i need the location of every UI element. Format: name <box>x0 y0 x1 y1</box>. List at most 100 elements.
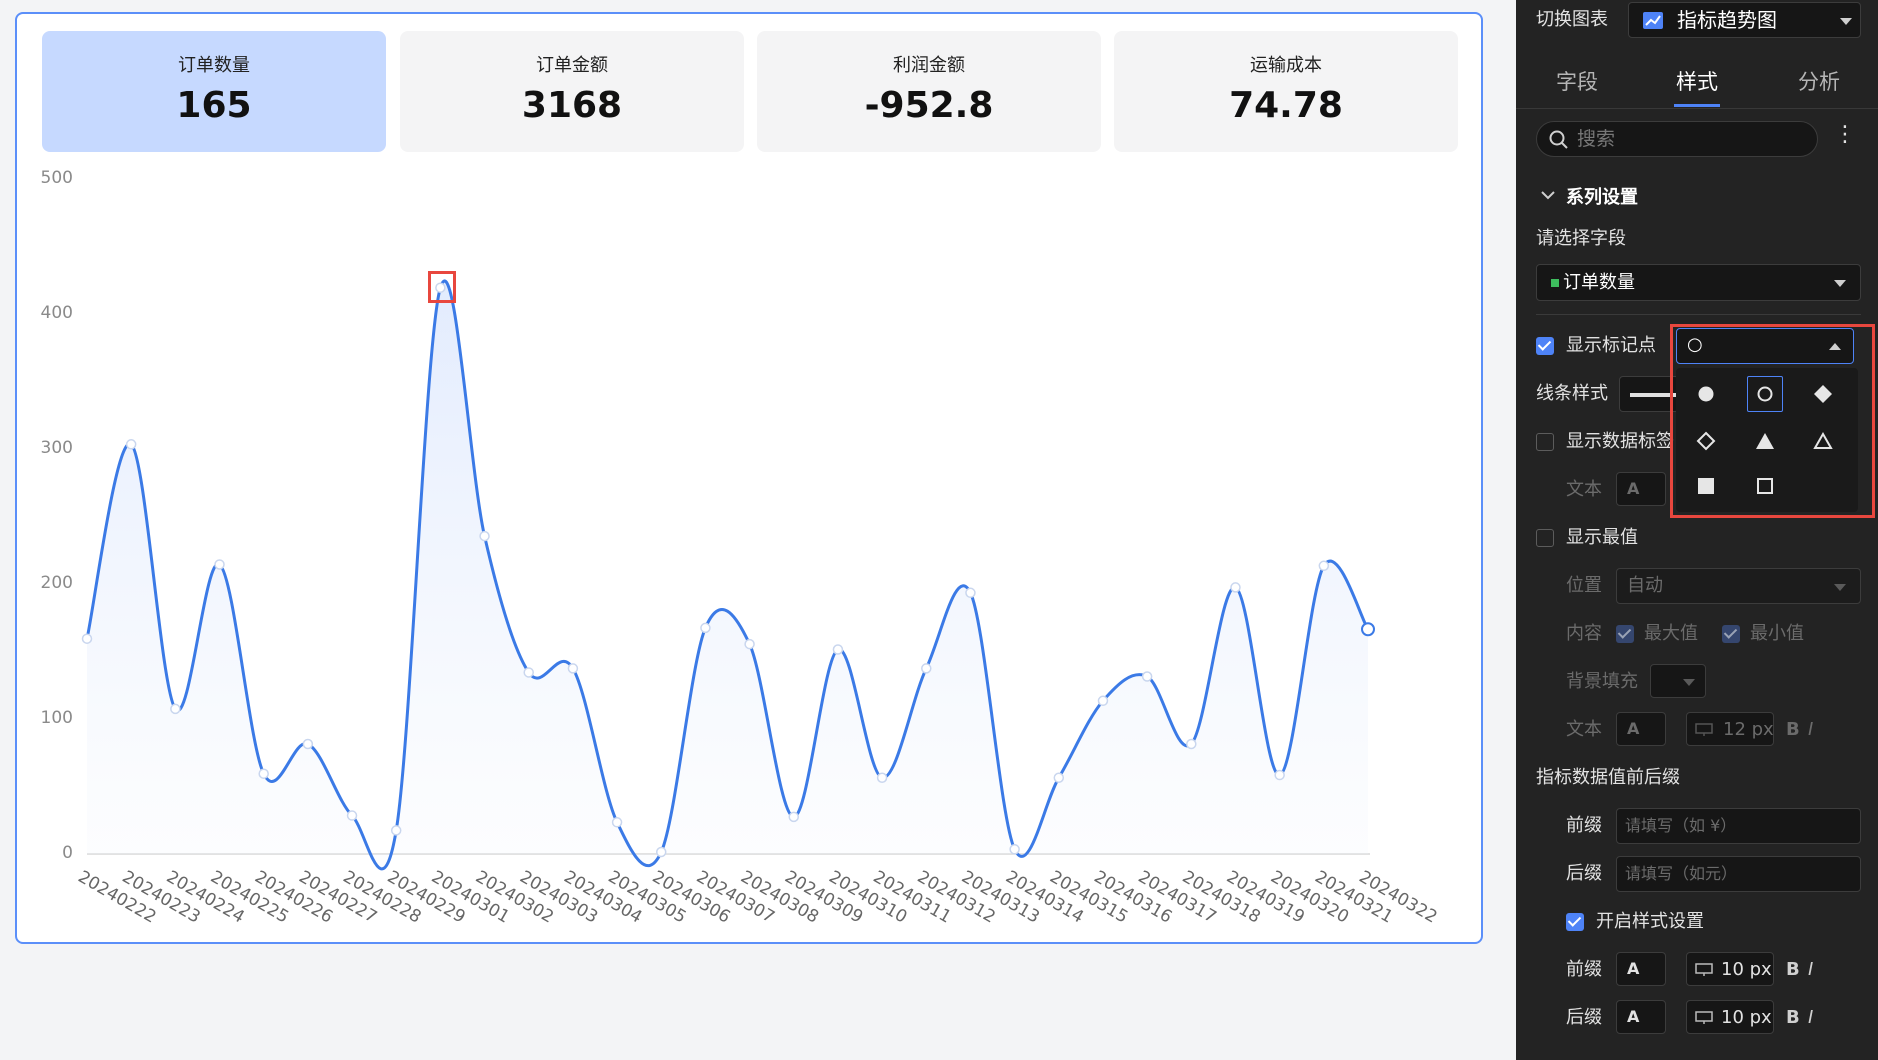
data-point <box>1230 582 1241 593</box>
content-label: 内容 <box>1566 623 1602 644</box>
marker-hollow-triangle-icon[interactable] <box>1805 423 1841 459</box>
y-tick-label: 100 <box>41 708 73 728</box>
data-point <box>788 811 800 823</box>
search-input[interactable]: 搜索 <box>1536 121 1818 157</box>
bold-button[interactable]: B <box>1786 1007 1800 1028</box>
show-data-labels-checkbox[interactable] <box>1536 433 1554 451</box>
chevron-down-icon <box>1834 584 1846 591</box>
chart-type-select[interactable]: 指标趋势图 <box>1628 2 1861 38</box>
highlight-box-marker-selector <box>1670 324 1875 518</box>
style-panel: 切换图表 指标趋势图 字段 样式 分析 搜索 ⋮ 系列设置 请选择字段 订单数量… <box>1516 0 1878 1060</box>
marker-hollow-diamond-icon[interactable] <box>1688 423 1724 459</box>
show-extremes-label: 显示最值 <box>1566 527 1638 548</box>
tab-style[interactable]: 样式 <box>1676 70 1718 94</box>
show-extremes-checkbox[interactable] <box>1536 529 1554 547</box>
chevron-up-icon <box>1829 343 1841 350</box>
kpi-card-shipping[interactable]: 运输成本 74.78 <box>1114 31 1458 152</box>
y-tick-label: 300 <box>41 438 73 458</box>
prefix-placeholder: 请填写（如 ¥） <box>1625 816 1737 835</box>
bg-fill-select[interactable] <box>1650 664 1706 698</box>
more-icon[interactable]: ⋮ <box>1834 122 1856 147</box>
chevron-down-icon <box>1683 679 1695 686</box>
highlight-box-max-point <box>428 271 456 303</box>
prefix-font-size-value: 10 px <box>1721 959 1772 980</box>
data-point <box>390 825 402 836</box>
text-label: 文本 <box>1566 479 1602 500</box>
italic-button[interactable]: I <box>1808 719 1814 740</box>
data-point <box>214 559 225 570</box>
font-glyph: A <box>1627 1007 1640 1026</box>
enable-style-checkbox[interactable] <box>1566 913 1584 931</box>
marker-hollow-circle-icon[interactable] <box>1747 376 1783 412</box>
data-point <box>921 663 932 674</box>
tab-analysis[interactable]: 分析 <box>1798 70 1840 94</box>
show-markers-label: 显示标记点 <box>1566 335 1656 356</box>
field-select-value: 订单数量 <box>1563 272 1635 293</box>
font-size-input[interactable]: 12 px <box>1686 712 1774 746</box>
data-point <box>479 530 490 542</box>
data-point <box>1186 738 1197 750</box>
suffix-input[interactable]: 请填写（如元） <box>1616 856 1861 892</box>
kpi-card-orders[interactable]: 订单数量 165 <box>42 31 386 152</box>
position-select[interactable]: 自动 <box>1616 568 1861 604</box>
marker-filled-circle-icon[interactable] <box>1688 376 1724 412</box>
prefix-input[interactable]: 请填写（如 ¥） <box>1616 808 1861 844</box>
prefix-font-color-select[interactable]: A <box>1616 952 1666 986</box>
italic-button[interactable]: I <box>1808 959 1814 980</box>
data-point <box>1053 772 1065 783</box>
chart-card[interactable]: 订单数量 165 订单金额 3168 利润金额 -952.8 运输成本 74.7… <box>15 12 1483 944</box>
min-checkbox[interactable] <box>1722 625 1740 643</box>
affix-title: 指标数据值前后缀 <box>1536 767 1680 788</box>
show-markers-checkbox[interactable] <box>1536 337 1554 355</box>
data-point <box>876 772 888 783</box>
kpi-card-profit[interactable]: 利润金额 -952.8 <box>757 31 1101 152</box>
data-point <box>700 622 711 634</box>
suffix-font-color-select[interactable]: A <box>1616 1000 1666 1034</box>
data-point <box>125 439 137 450</box>
kpi-label: 订单数量 <box>178 55 250 76</box>
line-solid-icon <box>1630 393 1680 397</box>
data-point <box>1141 671 1153 682</box>
suffix-placeholder: 请填写（如元） <box>1625 864 1738 883</box>
search-placeholder: 搜索 <box>1577 128 1616 150</box>
data-point <box>170 703 181 715</box>
max-checkbox[interactable] <box>1616 625 1634 643</box>
marker-filled-triangle-icon[interactable] <box>1747 423 1783 459</box>
bold-button[interactable]: B <box>1786 959 1800 980</box>
kpi-value: 3168 <box>521 85 623 126</box>
data-point <box>611 817 623 828</box>
marker-shape-select[interactable]: ○ <box>1676 328 1854 364</box>
font-color-select-2[interactable]: A <box>1616 712 1666 746</box>
data-point <box>744 638 755 650</box>
font-glyph: A <box>1627 719 1640 738</box>
data-point <box>1318 560 1330 572</box>
data-point <box>832 644 844 655</box>
chart-type-value: 指标趋势图 <box>1677 8 1777 32</box>
font-color-select[interactable]: A <box>1616 472 1666 506</box>
italic-button[interactable]: I <box>1808 1007 1814 1028</box>
marker-filled-diamond-icon[interactable] <box>1805 376 1841 412</box>
show-data-labels-label: 显示数据标签 <box>1566 431 1674 452</box>
suffix-label: 后缀 <box>1566 863 1602 884</box>
line-style-select[interactable] <box>1619 376 1680 412</box>
kpi-label: 订单金额 <box>536 55 608 76</box>
marker-shape-dropdown <box>1676 368 1858 512</box>
bold-button[interactable]: B <box>1786 719 1800 740</box>
marker-filled-square-icon[interactable] <box>1688 468 1724 504</box>
data-point <box>965 587 976 599</box>
marker-hollow-square-icon[interactable] <box>1747 468 1783 504</box>
prefix-font-size-input[interactable]: 10 px <box>1686 952 1774 986</box>
line-style-label: 线条样式 <box>1536 383 1608 404</box>
data-point <box>302 738 314 750</box>
suffix-font-size-input[interactable]: 10 px <box>1686 1000 1774 1034</box>
chevron-down-icon[interactable] <box>1540 190 1556 202</box>
chevron-down-icon <box>1834 280 1846 287</box>
data-point <box>1361 622 1375 637</box>
section-title: 系列设置 <box>1566 187 1638 208</box>
select-field-label: 请选择字段 <box>1536 228 1626 249</box>
field-select[interactable]: 订单数量 <box>1536 264 1861 301</box>
trend-chart-icon <box>1643 12 1663 29</box>
field-type-icon <box>1551 279 1559 287</box>
tab-fields[interactable]: 字段 <box>1556 70 1598 94</box>
kpi-card-amount[interactable]: 订单金额 3168 <box>400 31 744 152</box>
